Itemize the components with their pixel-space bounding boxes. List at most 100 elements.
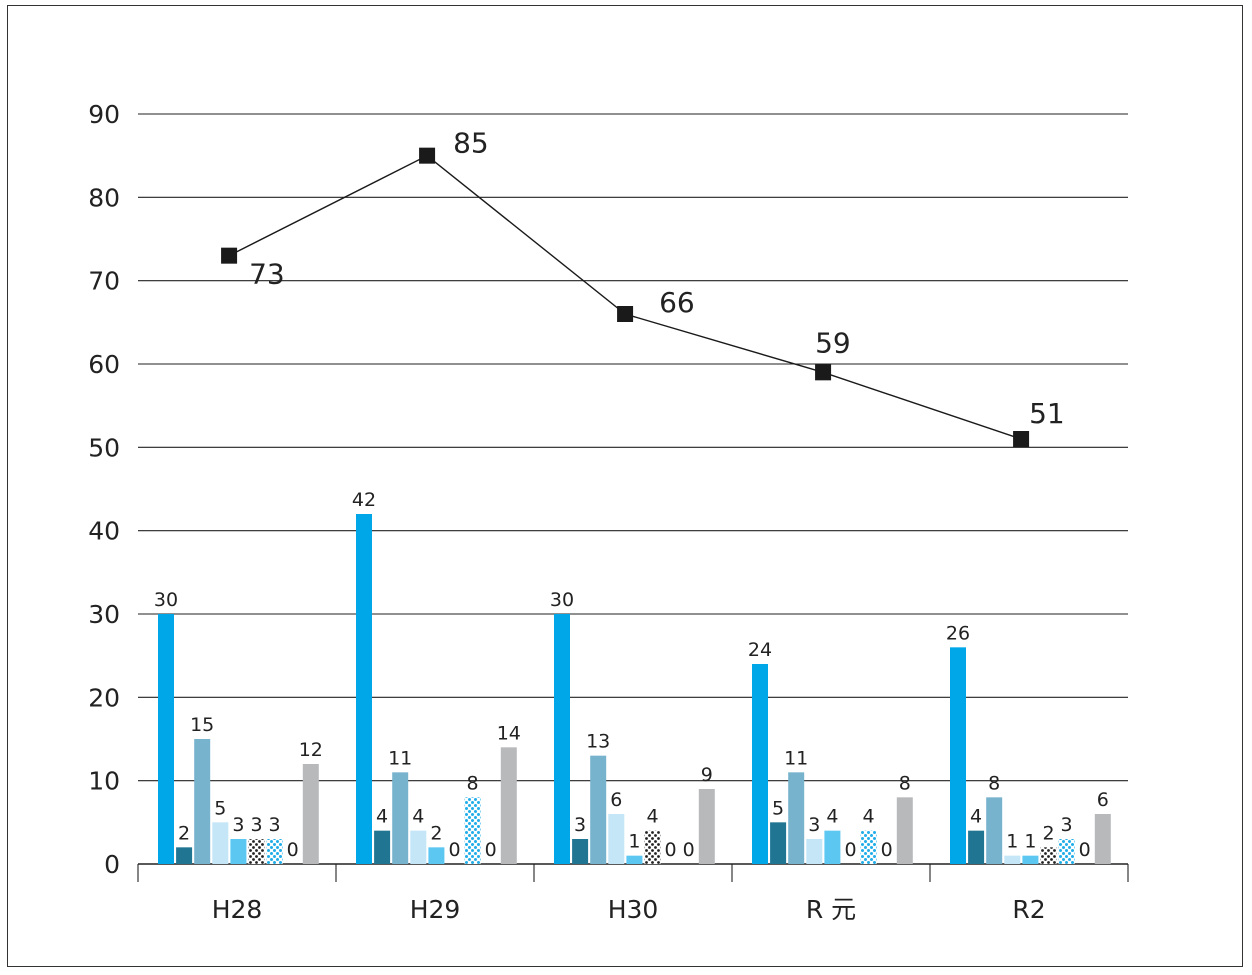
bar-value-label: 9	[701, 764, 713, 786]
bar	[248, 839, 265, 864]
y-tick-label: 30	[88, 600, 120, 629]
bar-value-label: 11	[784, 747, 808, 769]
bar-value-label: 1	[1006, 831, 1018, 853]
bar	[410, 830, 427, 864]
x-axis: H28 H29 H30 R 元 R2	[137, 864, 1129, 924]
bar-value-label: 14	[497, 722, 521, 744]
bar	[806, 839, 823, 864]
y-tick-label: 50	[88, 433, 120, 462]
bar-value-label: 3	[232, 814, 244, 836]
bar	[788, 772, 805, 864]
bar-value-label: 2	[178, 822, 190, 844]
bar-value-label: 8	[467, 772, 479, 794]
bar-value-label: 4	[412, 806, 424, 828]
bar-value-label: 0	[683, 839, 695, 861]
bar	[608, 814, 625, 864]
y-tick-label: 20	[88, 683, 120, 712]
y-tick-label: 90	[88, 100, 120, 129]
bar	[302, 764, 319, 864]
bar	[500, 747, 517, 864]
x-category-label: H28	[212, 895, 263, 924]
bar	[1004, 855, 1021, 864]
line-marker	[221, 247, 238, 264]
chart-frame	[7, 5, 1243, 967]
y-tick-label: 10	[88, 767, 120, 796]
bar-value-label: 4	[646, 806, 658, 828]
bar	[464, 797, 481, 864]
bars	[158, 514, 1111, 864]
line-marker	[617, 306, 634, 322]
bar	[968, 830, 985, 864]
y-tick-label: 70	[88, 267, 120, 296]
x-category-label: R2	[1012, 895, 1045, 924]
bar-value-label: 0	[844, 839, 856, 861]
bar	[626, 855, 643, 864]
y-tick-label: 0	[104, 850, 120, 879]
line-marker	[419, 147, 436, 164]
bar	[860, 830, 877, 864]
bar	[698, 789, 715, 864]
bar-value-label: 26	[946, 622, 970, 644]
bar-value-label: 5	[772, 797, 784, 819]
bar-value-label: 3	[250, 814, 262, 836]
bar-value-label: 3	[808, 814, 820, 836]
bar	[1040, 847, 1057, 864]
bar	[896, 797, 913, 864]
x-category-label: R 元	[806, 895, 856, 924]
bar-value-label: 4	[826, 806, 838, 828]
bar-value-label: 4	[863, 806, 875, 828]
line-value-label: 59	[815, 326, 851, 359]
bar-value-label: 42	[352, 489, 376, 511]
bar-value-label: 24	[748, 639, 772, 661]
line-value-label: 51	[1029, 397, 1065, 430]
bar-value-label: 0	[881, 839, 893, 861]
bar	[176, 847, 193, 864]
bar	[1058, 839, 1075, 864]
line-marker	[815, 364, 832, 381]
bar	[158, 614, 174, 864]
y-tick-label: 80	[88, 183, 120, 212]
bar	[986, 797, 1003, 864]
bar	[356, 514, 372, 864]
bar-value-label: 1	[628, 831, 640, 853]
bar-value-label: 12	[299, 739, 323, 761]
bar-value-label: 11	[388, 747, 412, 769]
bar-value-label: 3	[574, 814, 586, 836]
bar-value-label: 6	[610, 789, 622, 811]
line-marker	[1013, 431, 1030, 447]
line-value-label: 85	[453, 127, 489, 160]
bar	[770, 822, 787, 864]
bar-value-label: 8	[899, 772, 911, 794]
bar-value-label: 4	[970, 806, 982, 828]
bar	[230, 839, 247, 864]
bar-value-label: 2	[430, 822, 442, 844]
y-axis-ticks: 0 10 20 30 40 50 60 70 80 90	[88, 100, 120, 879]
bar-value-label: 13	[586, 731, 610, 753]
bar	[644, 830, 661, 864]
bar-value-label: 2	[1042, 822, 1054, 844]
bar-value-label: 4	[376, 806, 388, 828]
bar-value-label: 30	[154, 589, 178, 611]
bar-value-label: 5	[214, 797, 226, 819]
y-tick-label: 60	[88, 350, 120, 379]
bar	[824, 830, 841, 864]
bar-value-label: 3	[1061, 814, 1073, 836]
bar-value-label: 0	[485, 839, 497, 861]
line-path	[228, 154, 1022, 440]
bar	[950, 647, 966, 864]
bar	[194, 739, 211, 864]
bar-value-label: 6	[1097, 789, 1109, 811]
bar	[1022, 855, 1039, 864]
bar-value-label: 0	[665, 839, 677, 861]
bar-value-label: 0	[1079, 839, 1091, 861]
bar	[392, 772, 409, 864]
bar	[428, 847, 445, 864]
bar	[590, 755, 607, 864]
bar-value-label: 15	[190, 714, 214, 736]
bar	[374, 830, 391, 864]
line-series: 73 85 66 59 51	[221, 127, 1065, 447]
line-value-label: 73	[249, 258, 285, 291]
bar	[212, 822, 229, 864]
bar	[266, 839, 283, 864]
